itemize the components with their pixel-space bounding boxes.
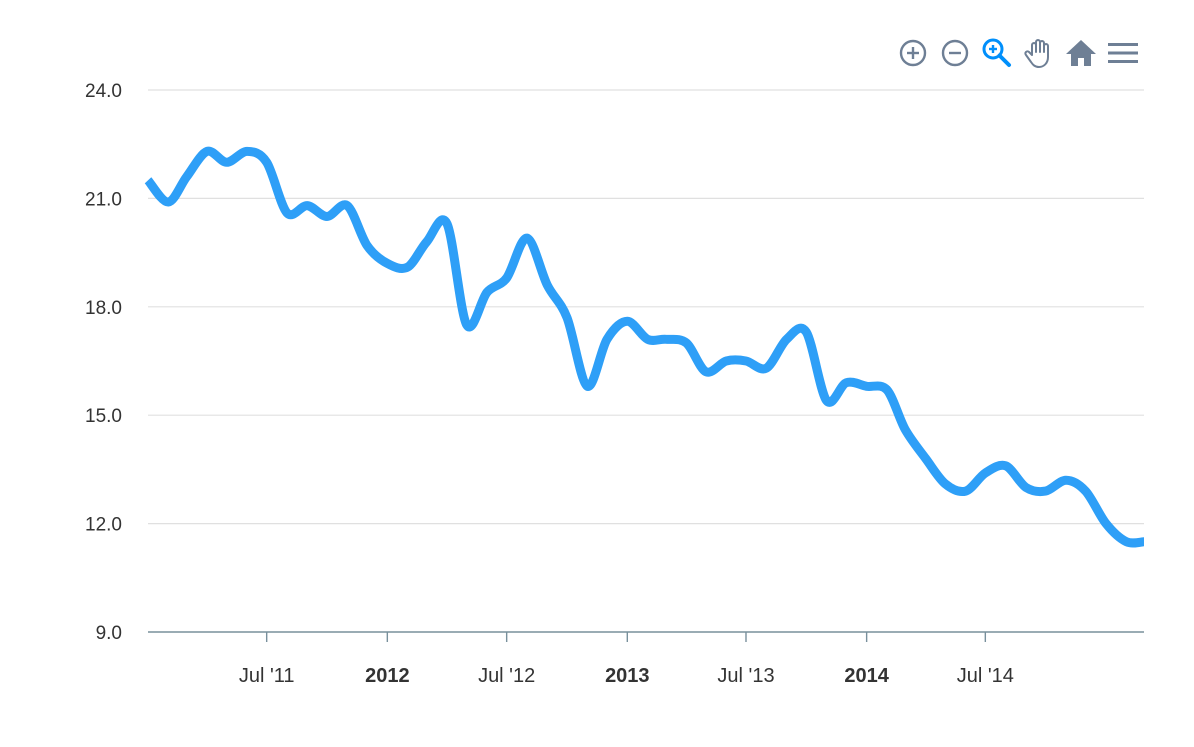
- zoom-in-icon: [899, 39, 927, 67]
- x-axis: Jul '11 2012 Jul '12 2013 Jul '13 2014 Jul '14: [239, 632, 1014, 687]
- y-tick-label: 12.0: [85, 515, 122, 536]
- y-tick-label: 18.0: [85, 298, 122, 319]
- series-line: [144, 146, 1145, 548]
- y-tick-label: 24.0: [85, 81, 122, 102]
- reset-home-icon: [1066, 40, 1096, 66]
- zoom-in-button[interactable]: [894, 34, 932, 72]
- y-tick-label: 9.0: [96, 623, 122, 644]
- selection-zoom-icon: [982, 38, 1011, 67]
- x-tick-label: 2012: [365, 665, 410, 687]
- x-tick-label: Jul '14: [957, 665, 1014, 687]
- x-tick-label: Jul '13: [717, 665, 774, 687]
- chart-toolbar: [894, 34, 1146, 72]
- x-tick-label: 2014: [844, 665, 889, 687]
- y-tick-label: 15.0: [85, 406, 122, 427]
- x-tick-label: Jul '11: [239, 665, 295, 687]
- pan-hand-icon: [1024, 39, 1049, 68]
- selection-zoom-button[interactable]: [978, 34, 1016, 72]
- zoom-out-icon: [941, 39, 969, 67]
- series-layer: [144, 146, 1145, 548]
- reset-zoom-button[interactable]: [1062, 34, 1100, 72]
- x-tick-label: Jul '12: [478, 665, 535, 687]
- x-tick-label: 2013: [605, 665, 650, 687]
- grid-layer: [148, 89, 1144, 633]
- zoom-out-button[interactable]: [936, 34, 974, 72]
- menu-button[interactable]: [1104, 34, 1142, 72]
- y-tick-label: 21.0: [85, 189, 122, 210]
- y-axis: 9.0 12.0 15.0 18.0 21.0 24.0: [85, 81, 122, 644]
- menu-icon: [1108, 43, 1138, 63]
- pan-button[interactable]: [1020, 34, 1058, 72]
